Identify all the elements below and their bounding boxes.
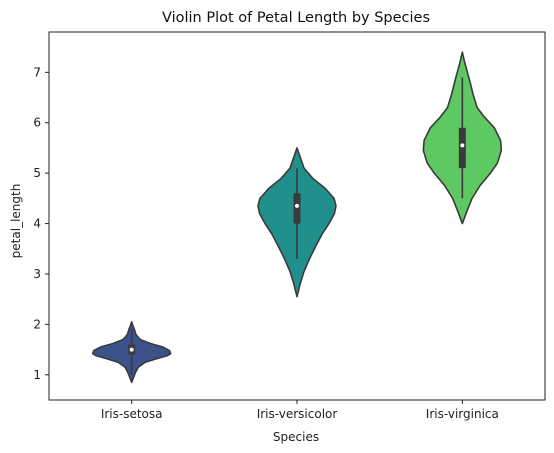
plot-frame [48,31,546,401]
y-tick-label-3: 3 [33,267,41,281]
y-tick-label-5: 5 [33,166,41,180]
x-tick-label-Iris-versicolor: Iris-versicolor [257,407,338,421]
chart-title: Violin Plot of Petal Length by Species [162,10,430,26]
iqr-box-Iris-versicolor [293,193,301,224]
x-axis-label: Species [273,430,319,444]
y-tick-label-6: 6 [33,116,41,130]
x-tick-label-Iris-setosa: Iris-setosa [101,407,163,421]
y-tick-label-2: 2 [33,317,41,331]
y-tick-label-4: 4 [33,217,41,231]
y-tick-label-1: 1 [33,368,41,382]
median-dot-Iris-virginica [460,143,465,148]
y-tick-label-7: 7 [33,65,41,79]
x-tick-label-Iris-virginica: Iris-virginica [426,407,499,421]
median-dot-Iris-setosa [129,347,134,352]
median-dot-Iris-versicolor [295,203,299,208]
plot-area: 1 2 3 4 5 6 7 Iris-setosa Iris-versicolor Iris-vi… [33,31,546,421]
iqr-box-Iris-virginica [458,127,466,169]
y-axis-label: petal_length [9,184,23,259]
